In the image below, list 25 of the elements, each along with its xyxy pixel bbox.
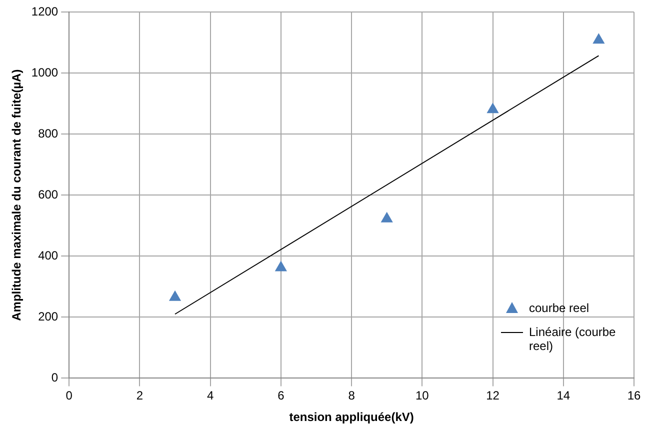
- x-tick-label: 16: [627, 388, 641, 403]
- point: [487, 103, 498, 114]
- x-tick-label: 2: [136, 388, 144, 403]
- y-tick-label: 400: [38, 248, 58, 262]
- y-axis-title: Amplitude maximale du courant de fuite(µA): [10, 69, 24, 321]
- legend-label: courbe reel: [529, 301, 590, 316]
- y-tick-label: 1200: [31, 4, 58, 18]
- x-tick-label: 0: [66, 388, 73, 403]
- x-tick-label: 6: [278, 388, 285, 403]
- point: [169, 290, 181, 301]
- x-axis-title: tension appliquée(kV): [289, 410, 414, 424]
- point: [592, 34, 604, 44]
- x-tick-label: 14: [556, 388, 570, 403]
- point: [381, 212, 393, 222]
- y-tick-label: 800: [38, 126, 58, 140]
- legend-label: Linéaire (courbe reel): [529, 325, 617, 354]
- y-tick-label: 200: [38, 309, 58, 324]
- x-tick-label: 12: [486, 388, 500, 403]
- y-tick-label: 600: [38, 187, 58, 202]
- x-tick-label: 4: [206, 388, 214, 403]
- y-tick-label: 0: [51, 370, 58, 385]
- x-tick-label: 8: [348, 388, 356, 403]
- point: [275, 261, 287, 272]
- y-tick-label: 1000: [31, 65, 58, 80]
- x-tick-label: 10: [415, 388, 430, 403]
